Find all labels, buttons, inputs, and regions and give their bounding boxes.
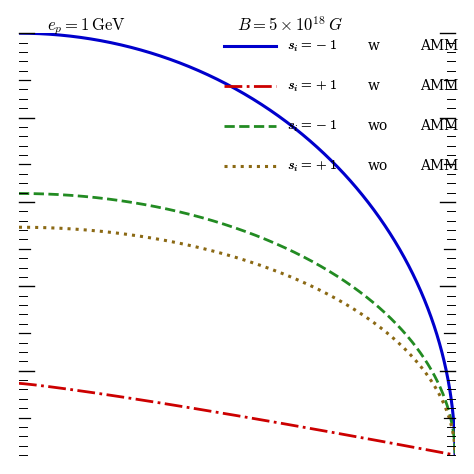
Text: $e_p = 1\,\mathrm{GeV}$: $e_p = 1\,\mathrm{GeV}$ (47, 17, 126, 37)
Text: $s_i = -1$: $s_i = -1$ (287, 38, 337, 54)
Text: wo: wo (368, 159, 388, 173)
Text: w: w (368, 79, 380, 93)
Text: AMM: AMM (420, 39, 458, 53)
Text: $s_i = -1$: $s_i = -1$ (287, 38, 337, 54)
Text: $s_i = +1$: $s_i = +1$ (287, 78, 337, 93)
Text: AMM: AMM (420, 79, 458, 93)
Text: wo: wo (368, 119, 388, 133)
Text: AMM: AMM (420, 159, 458, 173)
Text: $s_i = +1$: $s_i = +1$ (287, 78, 337, 93)
Text: $s_i = -1$: $s_i = -1$ (287, 118, 337, 134)
Text: w: w (368, 39, 380, 53)
Text: $s_i = +1$: $s_i = +1$ (287, 158, 337, 174)
Text: $B = 5\times10^{18}\,G$: $B = 5\times10^{18}\,G$ (237, 17, 343, 36)
Text: AMM: AMM (420, 119, 458, 133)
Text: $s_i = -1$: $s_i = -1$ (287, 118, 337, 134)
Text: $s_i = +1$: $s_i = +1$ (287, 158, 337, 174)
